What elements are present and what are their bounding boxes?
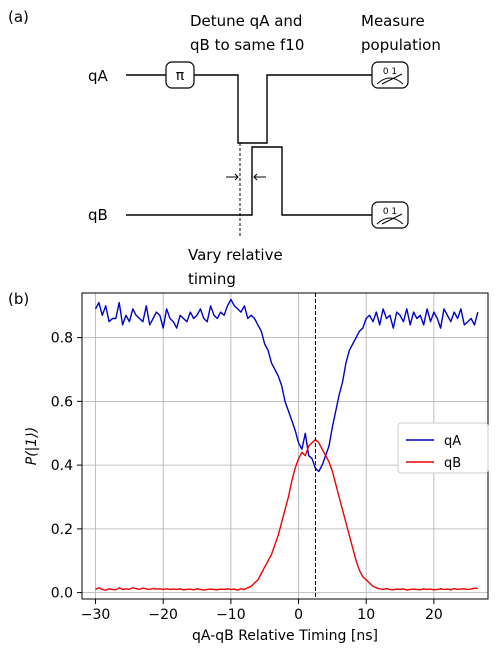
qubit-b-label: qB xyxy=(88,206,108,224)
measure-meter-a-icon: 0 1 xyxy=(371,61,409,89)
plot-series xyxy=(94,298,479,591)
pi-gate-label: π xyxy=(176,68,185,84)
timing-arrows-icon xyxy=(226,173,266,181)
y-axis-label: P(|1⟩) xyxy=(24,427,40,465)
x-tick-label: −30 xyxy=(81,607,111,623)
panel-b: (b) −30 −20 −10 0 10 20 0.0 0.2 0.4 0.6 0.8 qA-qB… xyxy=(8,290,489,644)
y-tick-label: 0.8 xyxy=(51,331,73,347)
x-tick-label: 20 xyxy=(425,607,443,623)
legend-box xyxy=(397,422,489,474)
x-axis-label: qA-qB Relative Timing [ns] xyxy=(192,628,378,644)
x-tick-label: −10 xyxy=(216,607,246,623)
x-tick-label: −20 xyxy=(148,607,178,623)
legend: qA qB xyxy=(397,422,489,474)
vary-annotation-line2: timing xyxy=(188,270,236,288)
panel-a-label: (a) xyxy=(8,8,29,26)
vary-annotation-line1: Vary relative xyxy=(188,246,283,264)
svg-text:0 1: 0 1 xyxy=(383,207,397,217)
x-axis-ticks: −30 −20 −10 0 10 20 xyxy=(81,599,443,623)
y-tick-label: 0.0 xyxy=(51,586,73,602)
pi-gate: π xyxy=(165,61,195,89)
grid xyxy=(82,293,488,599)
detune-annotation-line1: Detune qA and xyxy=(190,12,302,30)
legend-label-qb: qB xyxy=(444,456,461,471)
x-tick-label: 10 xyxy=(357,607,375,623)
x-tick-label: 0 xyxy=(294,607,303,623)
measure-annotation-line2: population xyxy=(361,36,441,54)
y-tick-label: 0.6 xyxy=(51,394,73,410)
qubit-b-wire xyxy=(126,146,372,216)
series-line-qb xyxy=(95,438,478,591)
panel-b-label: (b) xyxy=(8,290,29,308)
measure-annotation-line1: Measure xyxy=(361,12,425,30)
measure-meter-b-icon: 0 1 xyxy=(371,201,409,229)
legend-label-qa: qA xyxy=(444,434,461,449)
qubit-a-wire xyxy=(126,74,372,144)
detune-annotation-line2: qB to same f10 xyxy=(190,36,304,54)
svg-text:0 1: 0 1 xyxy=(383,67,397,77)
qubit-a-label: qA xyxy=(88,67,109,85)
series-line-qa xyxy=(94,298,479,473)
panel-a: (a) Detune qA and qB to same f10 Measure… xyxy=(8,8,441,288)
y-axis-ticks: 0.0 0.2 0.4 0.6 0.8 xyxy=(51,331,82,602)
y-tick-label: 0.2 xyxy=(51,522,73,538)
y-tick-label: 0.4 xyxy=(51,458,73,474)
